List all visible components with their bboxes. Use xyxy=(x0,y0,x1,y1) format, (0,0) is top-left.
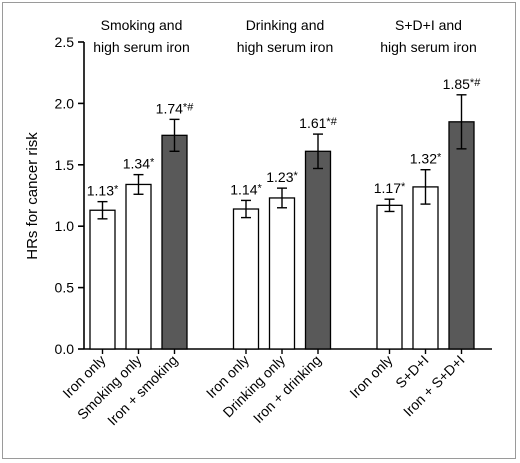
y-axis: 0.0 0.5 1.0 1.5 2.0 2.5 xyxy=(55,34,85,357)
group-title: high serum iron xyxy=(237,39,334,55)
data-label: 1.23* xyxy=(266,169,298,185)
y-tick-label: 2.5 xyxy=(55,34,75,50)
bar xyxy=(376,204,403,350)
x-tick-label: Iron only xyxy=(346,352,395,401)
y-axis-label: HRs for cancer risk xyxy=(24,132,41,260)
bar xyxy=(268,197,296,350)
data-label: 1.13* xyxy=(87,183,119,199)
bar xyxy=(125,183,152,350)
data-label: 1.34* xyxy=(123,156,155,172)
y-tick-label: 2.0 xyxy=(55,95,75,111)
data-label: 1.74*# xyxy=(156,100,195,116)
group-title: S+D+I and xyxy=(395,17,462,33)
data-label: 1.14* xyxy=(230,181,262,197)
bar xyxy=(448,121,475,350)
data-label: 1.61*# xyxy=(299,115,338,131)
group-title: Drinking and xyxy=(246,17,325,33)
data-label: 1.17* xyxy=(374,180,406,196)
bar xyxy=(232,208,260,350)
y-tick-label: 1.0 xyxy=(55,218,75,234)
bar xyxy=(412,186,439,350)
bar xyxy=(89,209,116,350)
bars: 1.13*1.34* 1.74*# 1.14*1.23* 1.61*# 1.17*1.3… xyxy=(87,76,482,350)
group-titles: Smoking and high serum iron Drinking and hi… xyxy=(93,17,477,55)
y-tick-label: 0.5 xyxy=(55,280,75,296)
y-tick-label: 1.5 xyxy=(55,157,75,173)
y-tick-label: 0.0 xyxy=(55,341,75,357)
data-label: 1.85*# xyxy=(443,76,482,92)
group-title: high serum iron xyxy=(380,39,477,55)
data-label: 1.32* xyxy=(410,151,442,167)
group-title: Smoking and xyxy=(101,17,183,33)
group-title: high serum iron xyxy=(93,39,190,55)
bar xyxy=(304,150,332,350)
bar xyxy=(161,134,188,350)
